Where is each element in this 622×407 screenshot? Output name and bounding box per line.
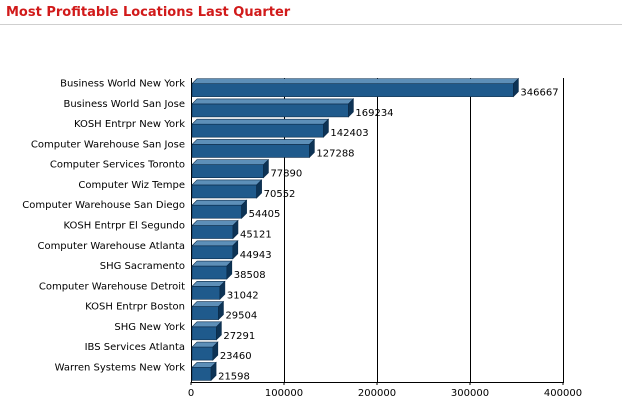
bar-side-face xyxy=(263,158,269,179)
bar-top-face xyxy=(191,301,225,307)
data-label: 45121 xyxy=(240,230,272,241)
bar-side-face xyxy=(218,300,224,321)
category-label: SHG New York xyxy=(114,322,185,333)
bar xyxy=(191,245,234,260)
title-divider xyxy=(0,24,622,25)
category-label: KOSH Entrpr El Segundo xyxy=(63,221,185,232)
category-label: Computer Warehouse San Jose xyxy=(31,139,185,150)
bar-side-face xyxy=(256,179,262,199)
bar-side-face xyxy=(210,361,217,382)
bar-top-face xyxy=(191,280,226,287)
data-label: 169234 xyxy=(355,108,393,119)
x-tick-label: 300000 xyxy=(451,388,489,399)
bar-top-face xyxy=(191,260,233,267)
data-label: 31042 xyxy=(227,290,259,301)
data-label: 38508 xyxy=(234,270,266,281)
bar-side-face xyxy=(232,219,239,240)
category-label: Business World New York xyxy=(60,79,185,90)
category-label: IBS Services Atlanta xyxy=(85,342,185,353)
bar xyxy=(191,204,242,219)
bar-top-face xyxy=(191,98,355,105)
category-label: Business World San Jose xyxy=(63,99,185,110)
category-label: Computer Wiz Tempe xyxy=(78,180,185,191)
bar-top-face xyxy=(191,159,270,165)
bar-side-face xyxy=(513,77,519,98)
data-label: 54405 xyxy=(249,209,281,220)
x-tick-label: 0 xyxy=(188,388,194,399)
bar-top-face xyxy=(191,199,248,206)
bar-side-face xyxy=(219,280,226,301)
category-label: Computer Warehouse Atlanta xyxy=(37,241,185,252)
category-label: Computer Services Toronto xyxy=(50,160,185,171)
bar-top-face xyxy=(191,220,239,226)
bar-side-face xyxy=(348,98,354,118)
bar xyxy=(191,346,214,361)
bar xyxy=(191,326,217,341)
bar-side-face xyxy=(216,321,222,341)
bar xyxy=(191,83,514,97)
bar-top-face xyxy=(191,118,330,125)
x-tick-label: 400000 xyxy=(544,388,582,399)
x-tick-label: 100000 xyxy=(265,388,303,399)
bar xyxy=(191,184,257,199)
bar xyxy=(191,103,349,118)
bar-side-face xyxy=(241,199,247,219)
bar-top-face xyxy=(191,139,316,145)
bar-side-face xyxy=(232,240,239,260)
category-label: KOSH Entrpr Boston xyxy=(85,302,185,313)
bar-side-face xyxy=(323,118,329,138)
bar xyxy=(191,306,219,320)
data-label: 23460 xyxy=(220,351,252,362)
data-label: 27291 xyxy=(223,331,255,342)
bar xyxy=(191,225,234,239)
category-label: Computer Warehouse San Diego xyxy=(22,200,185,211)
bar-top-face xyxy=(191,78,520,84)
bar-top-face xyxy=(191,179,263,186)
bar xyxy=(191,123,324,138)
bar xyxy=(191,265,228,280)
category-label: Warren Systems New York xyxy=(55,362,186,373)
data-label: 70552 xyxy=(264,189,296,200)
data-label: 346667 xyxy=(520,88,558,99)
category-label: KOSH Entrpr New York xyxy=(74,119,185,130)
bar xyxy=(191,164,264,178)
data-label: 21598 xyxy=(218,371,250,382)
data-label: 127288 xyxy=(316,148,354,159)
data-label: 44943 xyxy=(240,250,272,261)
bar-side-face xyxy=(309,138,315,159)
bar xyxy=(191,285,221,300)
data-label: 142403 xyxy=(330,128,368,139)
bar-top-face xyxy=(191,240,239,247)
data-label: 29504 xyxy=(225,311,257,322)
x-tick-label: 200000 xyxy=(358,388,396,399)
bar xyxy=(191,367,212,381)
bar xyxy=(191,144,310,158)
category-label: Computer Warehouse Detroit xyxy=(39,281,185,292)
bar-side-face xyxy=(212,341,219,361)
bar-side-face xyxy=(226,260,233,280)
page-title: Most Profitable Locations Last Quarter xyxy=(6,5,291,20)
category-label: SHG Sacramento xyxy=(100,261,185,272)
data-label: 77890 xyxy=(270,169,302,180)
